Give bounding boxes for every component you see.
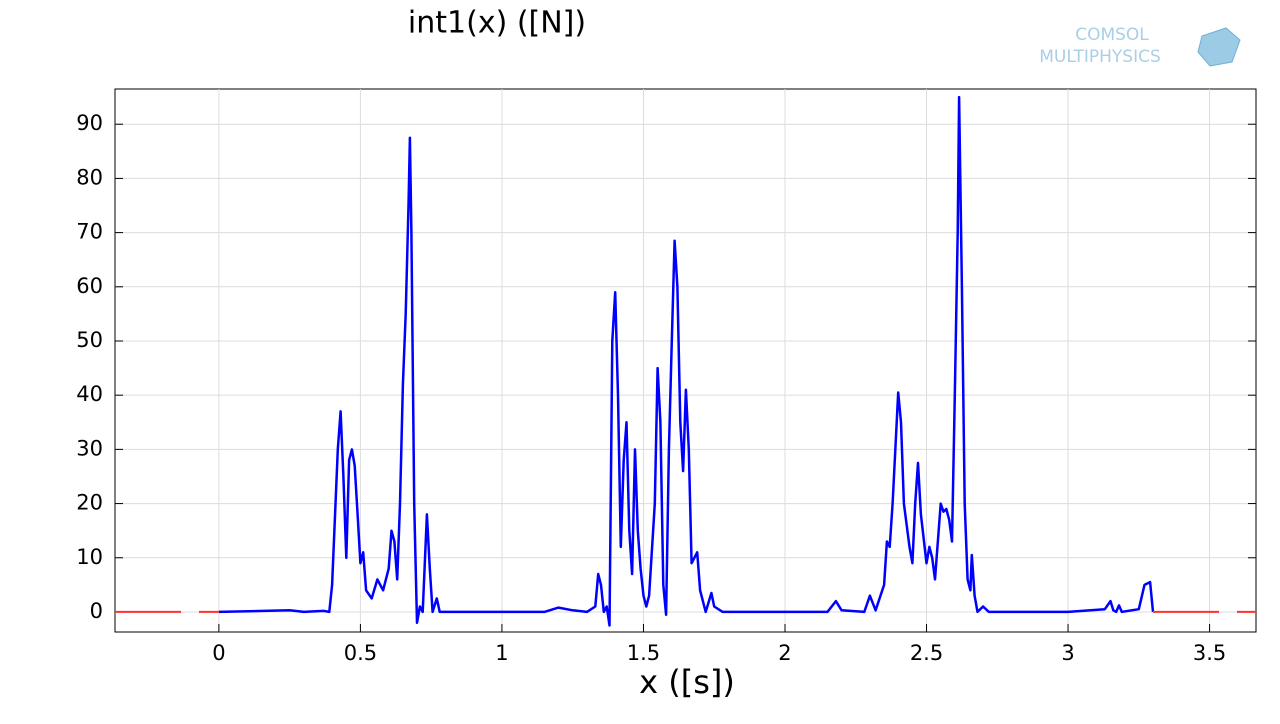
y-tick-label: 10 — [76, 545, 103, 569]
y-tick-label: 60 — [76, 274, 103, 298]
y-tick-label: 0 — [90, 599, 103, 623]
x-tick-label: 3.5 — [1193, 641, 1226, 665]
y-tick-label: 50 — [76, 328, 103, 352]
logo-cube — [1197, 27, 1241, 67]
y-tick-label: 80 — [76, 165, 103, 189]
x-tick-label: 0 — [212, 641, 225, 665]
x-tick-label: 2 — [778, 641, 791, 665]
x-tick-label: 1.5 — [627, 641, 660, 665]
y-tick-label: 70 — [76, 220, 103, 244]
logo: COMSOL MULTIPHYSICS — [1039, 25, 1241, 67]
x-tick-label: 0.5 — [344, 641, 377, 665]
x-tick-label: 1 — [495, 641, 508, 665]
y-tick-label: 30 — [76, 436, 103, 460]
x-tick-label: 2.5 — [910, 641, 943, 665]
y-tick-label: 40 — [76, 382, 103, 406]
data-line — [218, 95, 1155, 627]
plot-frame — [114, 88, 1257, 633]
logo-line2: MULTIPHYSICS — [1039, 47, 1161, 67]
logo-line1: COMSOL — [1075, 25, 1149, 45]
y-tick-label: 90 — [76, 111, 103, 135]
y-tick-label: 20 — [76, 491, 103, 515]
x-tick-label: 3 — [1061, 641, 1074, 665]
chart-title: int1(x) ([N]) — [408, 6, 586, 41]
x-axis-label: x ([s]) — [639, 663, 735, 701]
